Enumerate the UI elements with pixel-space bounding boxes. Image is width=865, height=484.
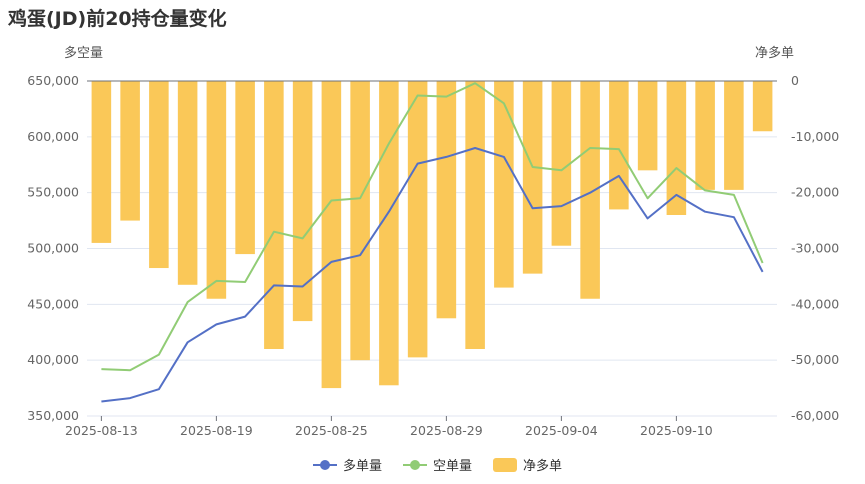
bar-net-long — [436, 81, 457, 319]
y-right-tick-label: -50,000 — [791, 352, 839, 367]
y-left-tick-label: 450,000 — [27, 296, 79, 311]
bar-net-long — [407, 81, 428, 358]
bar-net-long — [149, 81, 169, 269]
bar-net-long — [235, 81, 255, 255]
bar-net-long — [177, 81, 198, 285]
bar-net-long — [292, 81, 313, 322]
bar-net-long — [752, 81, 773, 132]
y-left-tick-label: 600,000 — [27, 129, 79, 144]
chart-title: 鸡蛋(JD)前20持仓量变化 — [8, 8, 227, 30]
y-right-tick-label: -20,000 — [791, 185, 839, 200]
x-tick-label: 2025-09-10 — [640, 423, 713, 438]
y-left-tick-label: 500,000 — [27, 241, 79, 256]
bar-net-long — [379, 81, 399, 386]
bar-net-long — [120, 81, 140, 221]
x-tick-label: 2025-08-25 — [295, 423, 368, 438]
y-right-axis-label: 净多单 — [755, 45, 794, 61]
x-tick-label: 2025-08-19 — [180, 423, 253, 438]
y-right-tick-label: -30,000 — [791, 241, 839, 256]
x-tick-label: 2025-09-04 — [525, 423, 598, 438]
bar-net-long — [695, 81, 715, 190]
y-right-tick-label: -10,000 — [791, 129, 839, 144]
bar-net-long — [350, 81, 370, 361]
legend-item-label: 多单量 — [343, 458, 382, 474]
bar-net-long — [522, 81, 543, 274]
x-tick-label: 2025-08-13 — [65, 423, 138, 438]
bar-net-long — [494, 81, 514, 288]
series-line-short — [101, 82, 764, 372]
series-line-long — [101, 147, 764, 403]
y-right-tick-label: -60,000 — [791, 408, 839, 423]
y-left-axis-label: 多空量 — [64, 45, 103, 61]
legend-swatch-marker — [410, 460, 420, 470]
bar-net-long — [724, 81, 744, 190]
legend: 多单量 空单量 净多单 — [313, 458, 562, 474]
bar-net-long — [264, 81, 284, 349]
y-left-tick-label: 350,000 — [27, 408, 79, 423]
y-right-tick-label: -40,000 — [791, 296, 839, 311]
y-left-tick-label: 650,000 — [27, 73, 79, 88]
bar-net-long — [465, 81, 485, 349]
y-left-tick-label: 550,000 — [27, 185, 79, 200]
bar-net-long — [206, 81, 227, 299]
bar-net-long — [637, 81, 658, 171]
bar-series — [91, 81, 773, 389]
legend-item-label: 净多单 — [523, 458, 562, 474]
bar-net-long — [321, 81, 342, 389]
legend-swatch-marker — [320, 460, 330, 470]
bar-net-long — [666, 81, 687, 215]
bar-net-long — [91, 81, 112, 243]
x-tick-label: 2025-08-29 — [410, 423, 483, 438]
legend-item-label: 空单量 — [433, 459, 472, 474]
bar-net-long — [551, 81, 572, 246]
bar-net-long — [580, 81, 600, 299]
y-right-tick-label: 0 — [791, 73, 799, 88]
legend-swatch-bar — [493, 458, 517, 472]
line-series — [101, 82, 764, 403]
y-left-tick-label: 400,000 — [27, 352, 79, 367]
axes: 650,000 0 600,000 -10,000 550,000 -20,000 500,… — [27, 73, 839, 438]
bar-net-long — [609, 81, 629, 210]
